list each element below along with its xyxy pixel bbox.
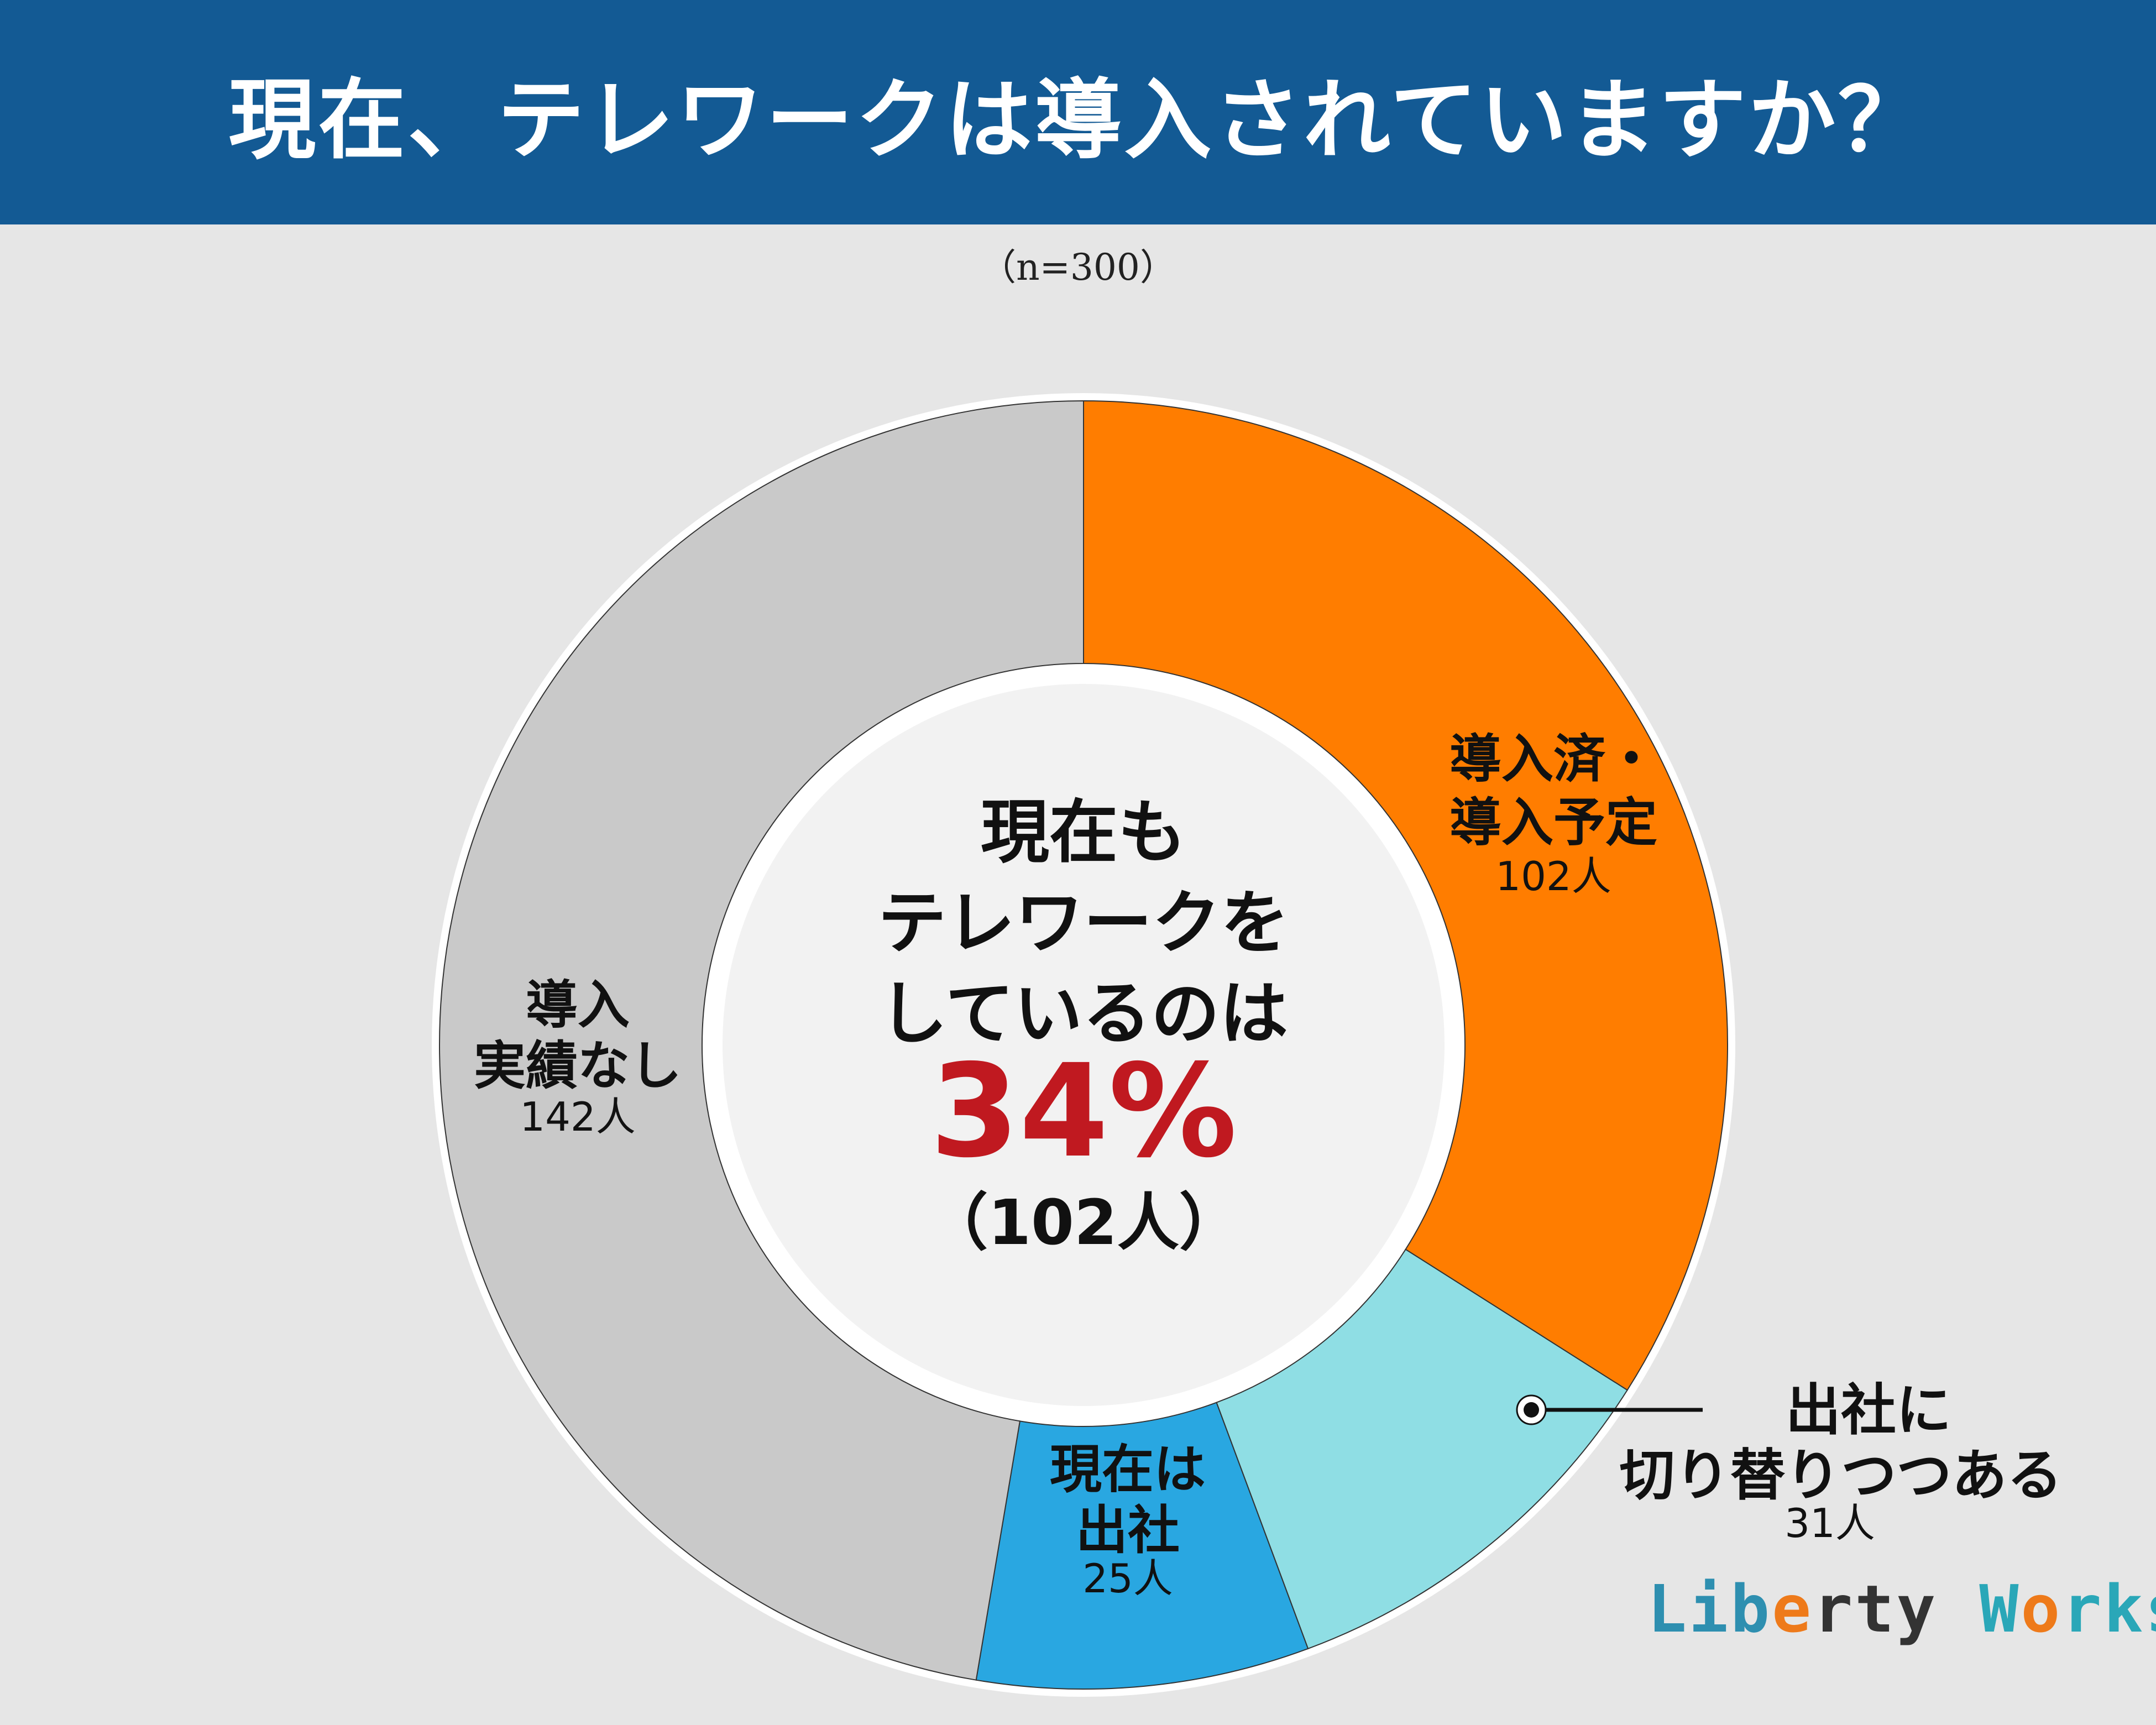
donut-slice-3 (439, 400, 1084, 1681)
logo-letter: s (2145, 1571, 2156, 1647)
slice-label-adopted-line-2: 導入予定 (1449, 793, 1657, 853)
donut-slice-2 (975, 1402, 1309, 1690)
slice-label-office-line-2: 出社 (1076, 1501, 1180, 1561)
donut-slice-0 (1083, 400, 1728, 1391)
donut-center (715, 676, 1452, 1414)
logo-letter: b (1730, 1571, 1772, 1647)
slice-label-switching-line-1: 出社に (1786, 1378, 1951, 1442)
logo-letter: o (2021, 1571, 2063, 1647)
title-bar: 現在、テレワークは導入されていますか？ (0, 0, 2156, 224)
slice-label-switching-line-2: 切り替りつつある (1620, 1443, 2063, 1508)
logo-letter: k (2103, 1571, 2145, 1647)
slice-value-switching: 31人 (1785, 1500, 1875, 1546)
center-line-1: 現在も (981, 793, 1186, 872)
slice-label-office-line-1: 現在は (1050, 1440, 1206, 1500)
logo-letter: i (1689, 1571, 1731, 1647)
slice-label-none-line-1: 導入 (526, 975, 630, 1036)
logo-letter: L (1647, 1571, 1689, 1647)
donut-slice-1 (1216, 1248, 1629, 1650)
slice-label-adopted-line-1: 導入済・ (1449, 729, 1657, 790)
center-line-3: しているのは (879, 974, 1288, 1054)
chart-title: 現在、テレワークは導入されていますか？ (228, 69, 1928, 171)
center-line-2: テレワークを (878, 884, 1289, 963)
logo-letter: t (1855, 1571, 1897, 1647)
logo-letter: W (1979, 1571, 2021, 1647)
logo-letter (1938, 1571, 1979, 1647)
slice-value-adopted: 102人 (1495, 853, 1611, 900)
slice-value-none: 142人 (520, 1094, 635, 1140)
logo-letter: y (1896, 1571, 1938, 1647)
sample-size: （n=300） (980, 246, 1176, 289)
slice-value-office: 25人 (1082, 1555, 1173, 1602)
center-percent: 34% (930, 1037, 1237, 1186)
logo-letter: r (1813, 1571, 1855, 1647)
logo-letter: e (1772, 1571, 1814, 1647)
slice-label-none-line-2: 実績なし (474, 1036, 682, 1096)
callout-dot-core (1524, 1402, 1539, 1418)
logo-letter: r (2062, 1571, 2104, 1647)
center-count: （102人） (926, 1187, 1241, 1259)
